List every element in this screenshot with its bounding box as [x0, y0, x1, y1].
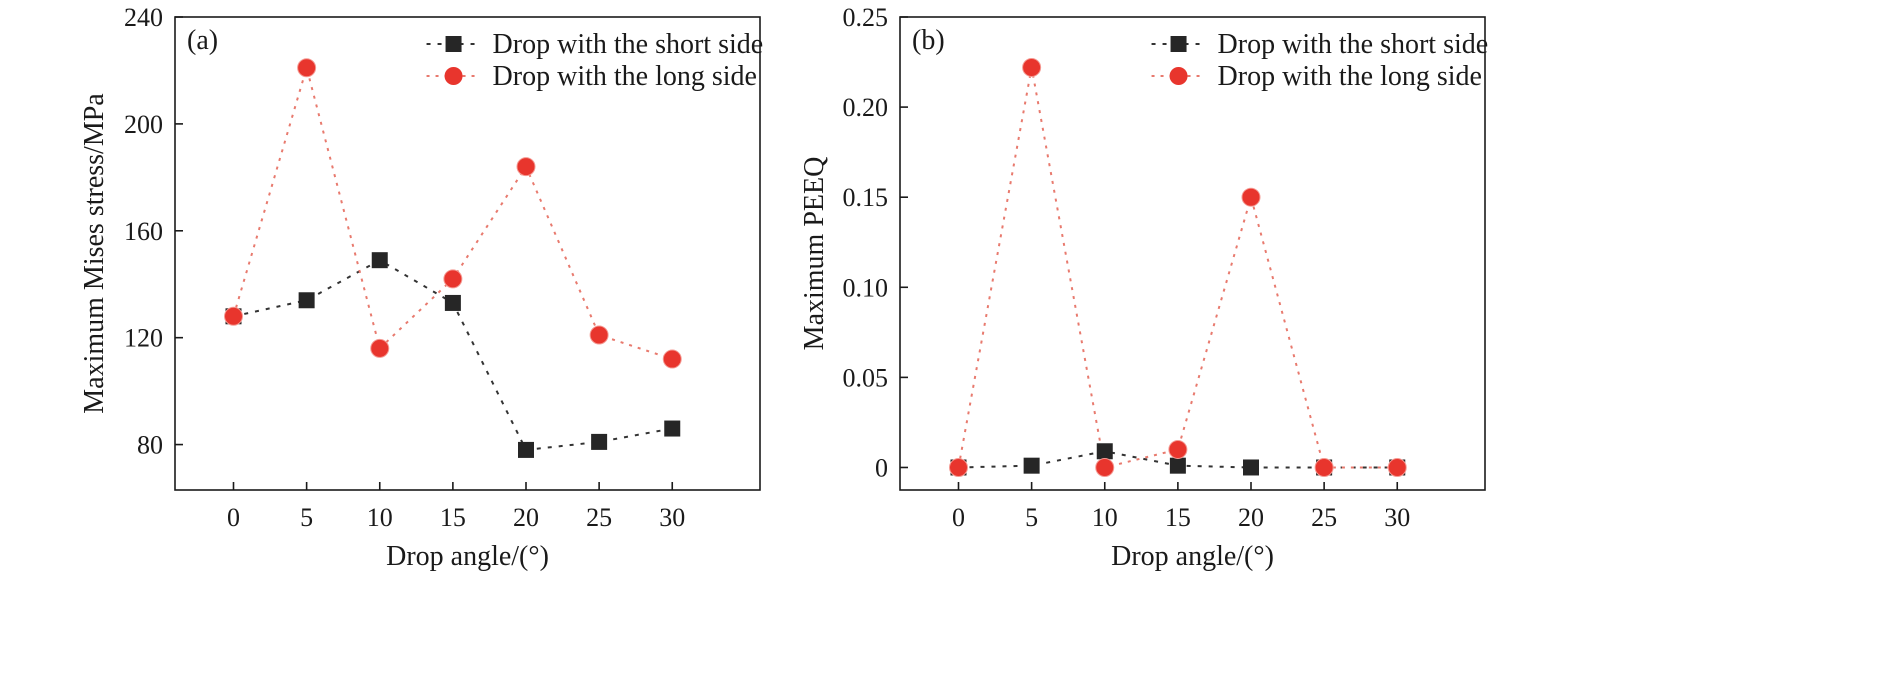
- legend-label: Drop with the short side: [1218, 29, 1489, 60]
- data-point: [1095, 457, 1115, 477]
- x-tick-label: 20: [1238, 503, 1264, 532]
- x-tick-label: 25: [586, 503, 612, 532]
- series-line: [233, 259, 673, 451]
- legend-label: Drop with the long side: [1218, 61, 1482, 92]
- data-point: [516, 157, 536, 177]
- plot-frame: [899, 16, 1486, 491]
- series-line: [957, 67, 1398, 469]
- data-point: [591, 433, 608, 450]
- data-point: [518, 441, 534, 458]
- legend-label: Drop with the long side: [493, 61, 757, 92]
- data-point: [949, 457, 968, 477]
- x-axis-title: Drop angle/(°): [1111, 541, 1274, 572]
- data-point: [589, 325, 609, 345]
- chart-panel-a: 0 5 10 15 20 25 30 80 120 160 200 240 Drop angle/(°)…: [79, 3, 763, 572]
- chart-panel-b: 0 5 10 15 20 25 30 0 0.05 0.10 0.15 0.20 0.25 Drop an…: [799, 3, 1488, 572]
- x-tick-label: 5: [1025, 503, 1038, 532]
- data-point: [224, 306, 243, 326]
- data-point: [370, 338, 390, 358]
- panel-label: (b): [912, 25, 945, 56]
- x-axis-title: Drop angle/(°): [386, 541, 549, 572]
- data-point: [444, 294, 461, 311]
- legend-marker: [445, 36, 462, 52]
- y-tick-label: 0.10: [843, 273, 889, 302]
- series-line: [232, 64, 673, 361]
- x-tick-label: 15: [1165, 503, 1191, 532]
- data-point: [1314, 457, 1334, 477]
- x-tick-label: 20: [513, 503, 539, 532]
- data-point: [1023, 457, 1040, 474]
- y-tick-label: 200: [124, 110, 163, 139]
- data-point: [1241, 187, 1261, 207]
- data-point: [664, 420, 681, 437]
- plot-frame: [174, 16, 761, 491]
- x-tick-label: 30: [1384, 503, 1410, 532]
- x-tick-label: 0: [952, 503, 965, 532]
- data-point: [1387, 457, 1407, 477]
- y-tick-label: 0: [875, 453, 888, 482]
- data-point: [371, 252, 388, 269]
- x-tick-label: 30: [659, 503, 685, 532]
- x-tick-label: 0: [227, 503, 240, 532]
- y-tick-label: 0.05: [843, 363, 889, 392]
- x-tick-label: 5: [300, 503, 313, 532]
- data-point: [1022, 57, 1042, 77]
- legend-marker: [444, 67, 463, 85]
- data-point: [1169, 457, 1186, 474]
- data-point: [1096, 443, 1113, 460]
- data-point: [1243, 459, 1259, 476]
- y-tick-label: 120: [124, 324, 163, 353]
- y-tick-label: 80: [137, 431, 163, 460]
- y-axis-title: Maximum Mises stress/MPa: [79, 93, 110, 414]
- data-point: [1168, 439, 1188, 459]
- data-point: [297, 58, 317, 78]
- y-tick-label: 0.15: [843, 183, 889, 212]
- legend-label: Drop with the short side: [493, 29, 764, 60]
- data-point: [443, 269, 463, 289]
- x-tick-label: 10: [367, 503, 393, 532]
- x-tick-label: 15: [440, 503, 466, 532]
- legend-marker: [1170, 36, 1187, 52]
- y-tick-label: 240: [124, 3, 163, 32]
- data-point: [662, 349, 682, 369]
- y-tick-label: 0.20: [843, 93, 889, 122]
- panel-label: (a): [187, 25, 218, 56]
- x-tick-label: 10: [1092, 503, 1118, 532]
- y-tick-label: 160: [124, 217, 163, 246]
- legend-marker: [1169, 67, 1188, 85]
- y-axis-title: Maximum PEEQ: [799, 157, 830, 351]
- y-tick-label: 0.25: [843, 3, 889, 32]
- x-tick-label: 25: [1311, 503, 1337, 532]
- data-point: [298, 292, 315, 309]
